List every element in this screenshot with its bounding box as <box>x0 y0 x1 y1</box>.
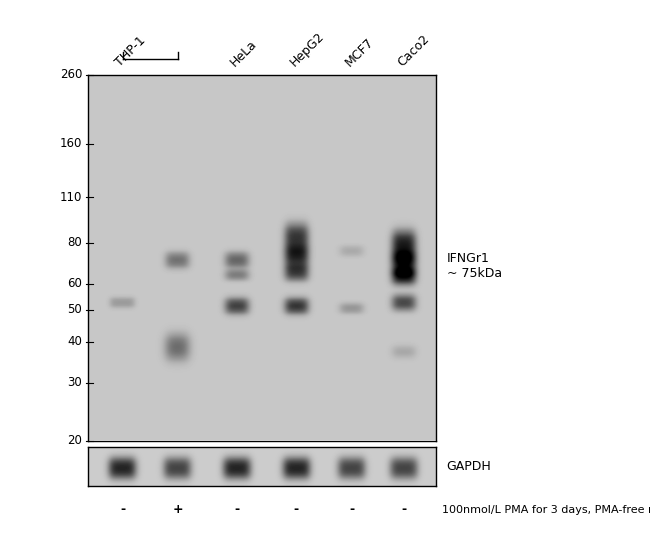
Text: -: - <box>294 504 299 516</box>
Text: -: - <box>120 504 125 516</box>
Text: Caco2: Caco2 <box>395 33 432 69</box>
Text: 100nmol/L PMA for 3 days, PMA-free medium for 1 day: 100nmol/L PMA for 3 days, PMA-free mediu… <box>442 505 650 515</box>
Text: HepG2: HepG2 <box>287 30 326 69</box>
Text: 80: 80 <box>68 237 82 249</box>
Text: IFNGr1
~ 75kDa: IFNGr1 ~ 75kDa <box>447 252 502 280</box>
Text: 60: 60 <box>68 277 82 290</box>
Text: THP-1: THP-1 <box>113 34 148 69</box>
Text: 20: 20 <box>68 434 82 447</box>
Text: -: - <box>350 504 355 516</box>
Text: GAPDH: GAPDH <box>447 460 491 473</box>
Text: 260: 260 <box>60 68 82 81</box>
Text: 40: 40 <box>68 335 82 348</box>
Text: 160: 160 <box>60 137 82 151</box>
Text: 50: 50 <box>68 303 82 316</box>
Text: HeLa: HeLa <box>228 37 260 69</box>
Text: -: - <box>402 504 407 516</box>
Text: 110: 110 <box>60 191 82 204</box>
Text: 30: 30 <box>68 376 82 389</box>
Text: -: - <box>235 504 240 516</box>
Text: MCF7: MCF7 <box>343 36 376 69</box>
Text: +: + <box>173 504 183 516</box>
